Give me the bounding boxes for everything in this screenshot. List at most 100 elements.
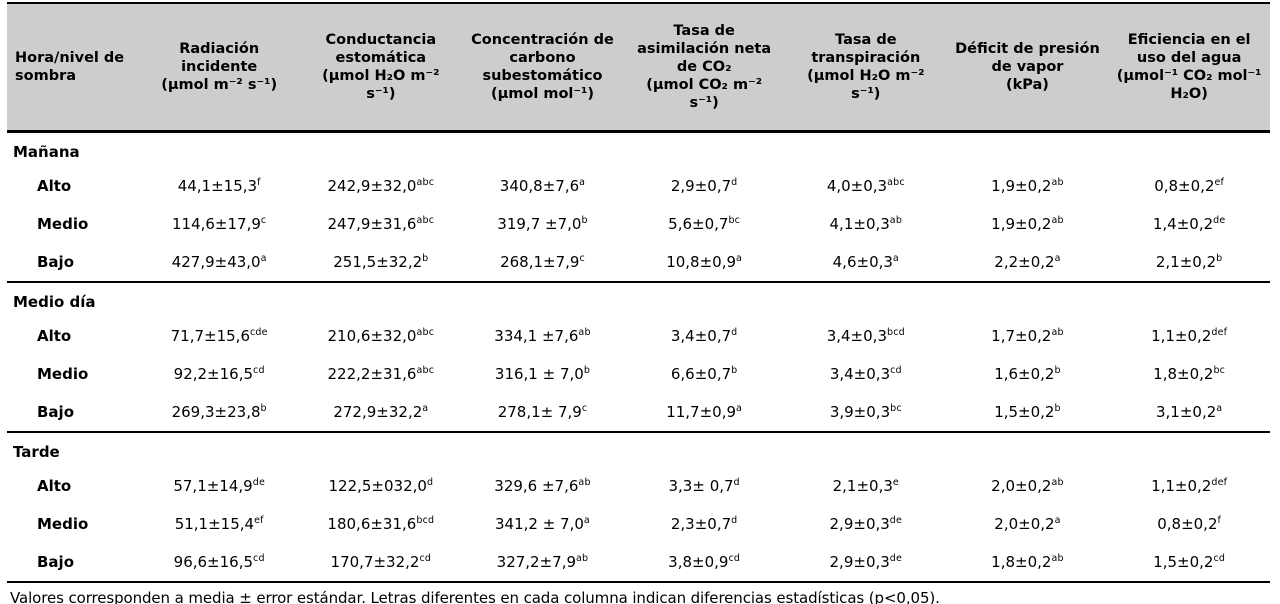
- cell-value: 329,6 ±7,6: [494, 477, 579, 495]
- significance-letters: abc: [416, 327, 435, 338]
- cell-value: 170,7±32,2: [330, 553, 420, 571]
- significance-letters: def: [1211, 327, 1228, 338]
- cell-value: 341,2 ± 7,0: [495, 515, 584, 533]
- table-row: Bajo 427,9±43,0a 251,5±32,2b 268,1±7,9c 10,8…: [7, 243, 1270, 282]
- row-label: Medio: [37, 515, 89, 533]
- cell-value: 1,1±0,2: [1151, 327, 1212, 345]
- value-cell: 268,1±7,9c: [462, 243, 624, 282]
- cell-value: 427,9±43,0: [171, 253, 261, 271]
- significance-letters: de: [252, 477, 265, 488]
- table-header: Hora/nivel de sombra Radiación incidente (…: [7, 3, 1270, 133]
- column-title: Déficit de presión de vapor: [955, 40, 1100, 75]
- row-label: Medio: [37, 215, 89, 233]
- significance-letters: a: [1054, 515, 1061, 526]
- significance-letters: de: [889, 553, 903, 564]
- cell-value: 272,9±32,2: [333, 403, 423, 421]
- cell-value: 1,1±0,2: [1151, 477, 1212, 495]
- cell-value: 3,8±0,9: [668, 553, 729, 571]
- value-cell: 2,9±0,7d: [623, 167, 785, 205]
- column-unit: (µmol⁻¹ CO₂ mol⁻¹ H₂O): [1116, 68, 1262, 103]
- value-cell: 1,6±0,2b: [947, 355, 1109, 393]
- cell-value: 96,6±16,5: [173, 553, 254, 571]
- cell-value: 4,1±0,3: [829, 215, 890, 233]
- value-cell: 2,0±0,2ab: [947, 467, 1109, 505]
- cell-value: 92,2±16,5: [173, 365, 254, 383]
- significance-letters: abc: [416, 215, 435, 226]
- value-cell: 3,8±0,9cd: [623, 543, 785, 582]
- column-unit: (µmol H₂O m⁻² s⁻¹): [322, 68, 440, 103]
- significance-letters: c: [579, 253, 585, 264]
- significance-letters: ab: [578, 477, 591, 488]
- cell-value: 2,9±0,3: [829, 553, 890, 571]
- cell-value: 71,7±15,6: [170, 327, 250, 345]
- column-title: Concentración de carbono subestomático: [471, 31, 614, 84]
- significance-letters: ef: [254, 515, 264, 526]
- column-header: Tasa de transpiración (µmol H₂O m⁻² s⁻¹): [784, 3, 947, 133]
- significance-letters: f: [257, 177, 261, 188]
- value-cell: 341,2 ± 7,0a: [462, 505, 624, 543]
- significance-letters: c: [581, 403, 588, 414]
- table-row: Medio 51,1±15,4ef 180,6±31,6bcd 341,2 ± 7,0…: [7, 505, 1270, 543]
- significance-letters: b: [583, 365, 591, 376]
- column-title: Radiación incidente: [179, 40, 260, 75]
- column-title: Tasa de asimilación neta de CO₂: [637, 22, 772, 75]
- cell-value: 1,8±0,2: [1153, 365, 1214, 383]
- cell-value: 1,9±0,2: [991, 215, 1052, 233]
- value-cell: 1,1±0,2def: [1108, 317, 1270, 355]
- cell-value: 3,3± 0,7: [668, 477, 734, 495]
- value-cell: 3,9±0,3bc: [785, 393, 947, 432]
- cell-value: 222,2±31,6: [327, 365, 417, 383]
- value-cell: 0,8±0,2ef: [1108, 167, 1270, 205]
- column-header: Déficit de presión de vapor (kPa): [946, 3, 1109, 133]
- significance-letters: bc: [728, 215, 741, 226]
- significance-letters: b: [260, 403, 267, 414]
- value-cell: 2,1±0,3e: [785, 467, 947, 505]
- cell-value: 327,2±7,9: [496, 553, 577, 571]
- significance-letters: a: [260, 253, 267, 264]
- value-cell: 2,0±0,2a: [947, 505, 1109, 543]
- cell-value: 268,1±7,9: [500, 253, 580, 271]
- value-cell: 327,2±7,9ab: [462, 543, 624, 582]
- significance-letters: cd: [253, 553, 265, 564]
- value-cell: 1,5±0,2cd: [1108, 543, 1270, 582]
- value-cell: 180,6±31,6bcd: [300, 505, 462, 543]
- cell-value: 10,8±0,9: [666, 253, 737, 271]
- column-title: Eficiencia en el uso del agua: [1127, 31, 1251, 66]
- column-header: Concentración de carbono subestomático (µ…: [461, 3, 624, 133]
- cell-value: 251,5±32,2: [333, 253, 423, 271]
- cell-value: 3,9±0,3: [829, 403, 891, 421]
- significance-letters: cd: [419, 553, 432, 564]
- table-row: Bajo 269,3±23,8b 272,9±32,2a 278,1± 7,9c 11,…: [7, 393, 1270, 432]
- significance-letters: ef: [1214, 177, 1225, 188]
- cell-value: 57,1±14,9: [173, 477, 253, 495]
- significance-letters: de: [889, 515, 903, 526]
- significance-letters: ab: [1051, 553, 1064, 564]
- significance-letters: a: [1054, 253, 1061, 264]
- significance-letters: bcd: [416, 515, 435, 526]
- value-cell: 427,9±43,0a: [138, 243, 300, 282]
- section-name-row: Mañana: [7, 132, 1270, 168]
- cell-value: 2,1±0,2: [1155, 253, 1217, 271]
- value-cell: 2,1±0,2b: [1108, 243, 1270, 282]
- value-cell: 316,1 ± 7,0b: [462, 355, 624, 393]
- cell-value: 51,1±15,4: [174, 515, 255, 533]
- value-cell: 269,3±23,8b: [138, 393, 300, 432]
- cell-value: 2,9±0,7: [670, 177, 732, 195]
- value-cell: 122,5±032,0d: [300, 467, 462, 505]
- significance-letters: b: [1054, 365, 1061, 376]
- column-header: Tasa de asimilación neta de CO₂ (µmol CO₂…: [623, 3, 785, 133]
- value-cell: 10,8±0,9a: [623, 243, 785, 282]
- table-row: Bajo 96,6±16,5cd 170,7±32,2cd 327,2±7,9ab 3,…: [7, 543, 1270, 582]
- significance-letters: abc: [416, 365, 435, 376]
- cell-value: 210,6±32,0: [327, 327, 417, 345]
- significance-letters: d: [426, 477, 434, 488]
- significance-letters: ab: [1051, 327, 1064, 338]
- value-cell: 319,7 ±7,0b: [462, 205, 624, 243]
- cell-value: 316,1 ± 7,0: [494, 365, 584, 383]
- column-header: Hora/nivel de sombra: [7, 3, 139, 133]
- column-header: Radiación incidente (µmol m⁻² s⁻¹): [138, 3, 300, 133]
- significance-letters: a: [422, 403, 429, 414]
- value-cell: 170,7±32,2cd: [300, 543, 462, 582]
- cell-value: 5,6±0,7: [668, 215, 729, 233]
